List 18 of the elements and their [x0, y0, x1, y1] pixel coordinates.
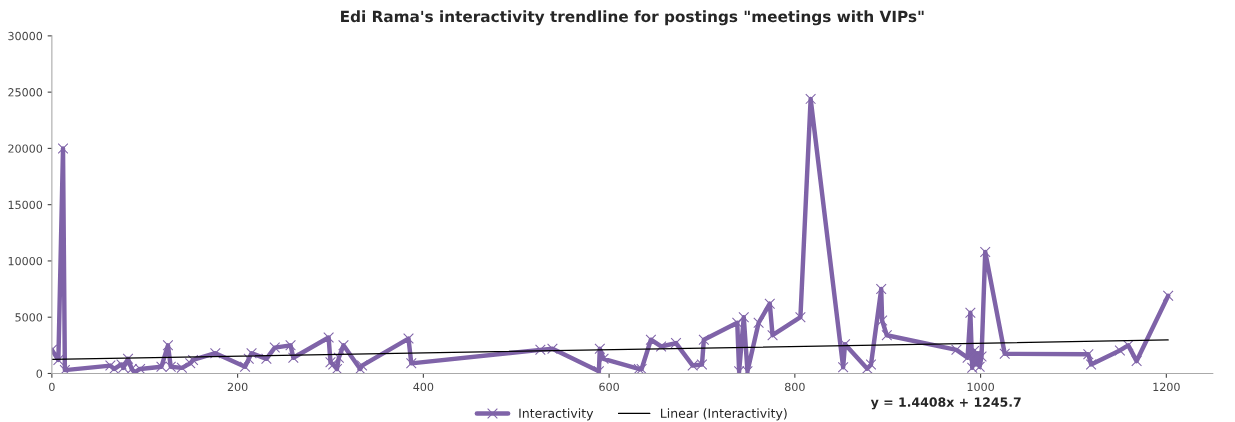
x-tick-label: 1000 — [967, 382, 994, 392]
x-tick-label: 800 — [785, 382, 805, 392]
x-tick-label: 400 — [413, 382, 434, 392]
x-tick-label: 200 — [227, 382, 248, 392]
legend-label: Linear (Interactivity) — [661, 408, 787, 421]
y-tick-label: 10000 — [8, 256, 43, 266]
y-tick-label: 20000 — [8, 144, 43, 153]
x-tick-label: 600 — [599, 382, 619, 392]
y-tick-label: 25000 — [8, 88, 43, 97]
text: y = 1.4408x + 1245.7 — [870, 397, 1021, 410]
y-tick-label: 30000 — [8, 31, 43, 41]
y-tick-label: 5000 — [15, 313, 43, 322]
x-tick-label: 0 — [49, 382, 55, 392]
x-tick-label: 1200 — [1153, 382, 1180, 392]
legend-label: Interactivity — [519, 408, 594, 421]
y-tick-label: 0 — [36, 369, 43, 378]
y-tick-label: 15000 — [8, 200, 43, 210]
chart-title: Edi Rama's interactivity trendline for postings "meetings with VIPs" — [341, 10, 924, 26]
